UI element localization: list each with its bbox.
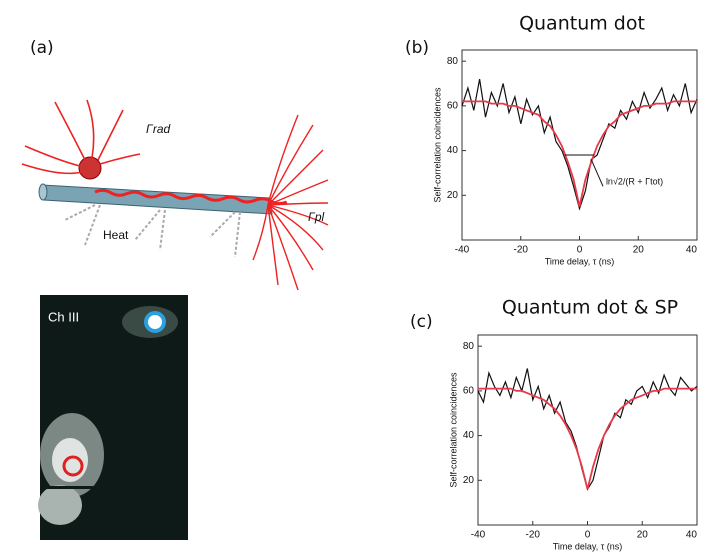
plot-frame xyxy=(477,334,698,526)
x-tick-label: -40 xyxy=(471,530,486,541)
x-tick-label: -20 xyxy=(526,530,541,541)
nanowire-illustration xyxy=(0,85,330,291)
x-tick-label: -20 xyxy=(514,245,529,256)
y-axis-label: Self-correlation coincidences xyxy=(448,372,458,488)
y-tick-label: 80 xyxy=(463,341,475,352)
fit-line xyxy=(462,100,697,207)
gamma-pl-label: Γpl xyxy=(308,210,325,224)
fit-line xyxy=(478,387,697,490)
plot-frame xyxy=(461,49,698,241)
x-axis-label: Time delay, τ (ns) xyxy=(553,541,623,551)
annotation: ln√2/(R + Γtot) xyxy=(606,176,663,186)
heat-label: Heat xyxy=(103,228,129,242)
data-line xyxy=(461,78,698,211)
y-tick-label: 60 xyxy=(463,386,475,397)
gamma-rad-label: Γrad xyxy=(146,122,171,136)
panel-label: (b) xyxy=(405,38,429,58)
y-tick-label: 20 xyxy=(463,475,475,486)
x-tick-label: 0 xyxy=(577,245,583,256)
y-tick-label: 60 xyxy=(447,101,459,112)
y-tick-label: 40 xyxy=(463,430,475,441)
y-tick-label: 40 xyxy=(447,145,459,156)
channel-label: Ch III xyxy=(48,309,79,324)
y-tick-label: 20 xyxy=(447,190,459,201)
x-tick-label: 20 xyxy=(633,245,645,256)
chart-title: Quantum dot & SP xyxy=(502,297,678,319)
x-axis-label: Time delay, τ (ns) xyxy=(545,256,615,266)
microscope-image xyxy=(38,295,188,540)
annotation-pointer xyxy=(590,159,604,187)
chart-title: Quantum dot xyxy=(519,13,645,35)
panel-label: (a) xyxy=(30,38,54,58)
x-tick-label: 40 xyxy=(686,530,698,541)
x-tick-label: 0 xyxy=(585,530,591,541)
panel-label: (c) xyxy=(410,312,433,332)
y-axis-label: Self-correlation coincidences xyxy=(432,87,442,203)
data-line xyxy=(477,368,698,491)
y-tick-label: 80 xyxy=(447,56,459,67)
x-tick-label: -40 xyxy=(455,245,470,256)
x-tick-label: 20 xyxy=(637,530,649,541)
x-tick-label: 40 xyxy=(686,245,698,256)
